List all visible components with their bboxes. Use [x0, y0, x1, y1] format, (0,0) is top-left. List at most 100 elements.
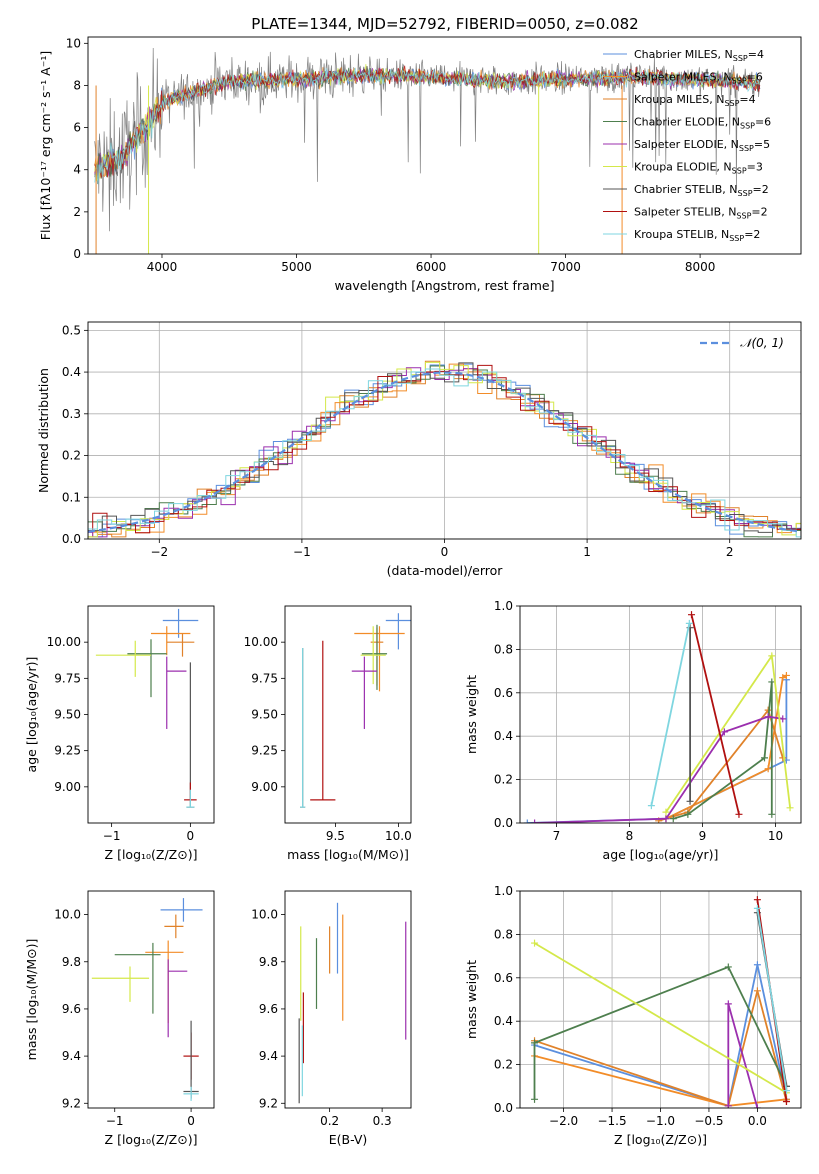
series-marker [686, 797, 694, 805]
y-tick-label: 9.2 [259, 1096, 278, 1110]
y-tick-label: 0.5 [62, 323, 81, 337]
chart-mass_vs_Z: −1 0 9.2 9.4 9.6 9.8 10.0 Z [log₁₀(Z/Z⊙)] mass [… [24, 890, 215, 1147]
x-axis-label: age [log₁₀(age/yr)] [603, 847, 719, 862]
y-tick-label: 9.25 [54, 744, 81, 758]
series-marker [786, 804, 794, 812]
y-tick-label: 0.8 [494, 927, 513, 941]
y-tick-label: 4 [73, 163, 81, 177]
plot-area [94, 47, 761, 254]
series-marker [531, 1095, 539, 1103]
x-tick-label: 0.0 [748, 1114, 767, 1128]
series-line [756, 908, 788, 1091]
x-tick-label: −0.5 [694, 1114, 723, 1128]
y-tick-label: 9.2 [62, 1096, 81, 1110]
y-axis-label: mass [log₁₀(M/M⊙)] [24, 939, 39, 1061]
plot-area [520, 891, 801, 1108]
x-axis-label: Z [log₁₀(Z/Z⊙)] [105, 847, 198, 862]
x-tick-label: 7000 [550, 260, 581, 274]
x-tick-label: −1 [103, 829, 121, 843]
series-marker [531, 1039, 539, 1047]
x-tick-label: −1 [106, 1114, 124, 1128]
series-marker [779, 754, 787, 762]
y-tick-label: 0.2 [494, 773, 513, 787]
series-marker [531, 819, 539, 823]
series-line [650, 623, 691, 806]
y-tick-label: 6 [73, 121, 81, 135]
y-axis-label: Normed distribution [36, 368, 51, 493]
x-tick-label: 8000 [685, 260, 716, 274]
x-axis-label: (data-model)/error [387, 563, 504, 578]
series-marker [753, 896, 761, 904]
y-tick-label: 9.4 [62, 1049, 81, 1063]
series-marker [753, 987, 761, 995]
y-tick-label: 9.6 [62, 1002, 81, 1016]
x-axis-label: wavelength [Angstrom, rest frame] [334, 278, 554, 293]
y-tick-label: 9.25 [251, 744, 278, 758]
x-tick-label: −1.0 [646, 1114, 675, 1128]
x-tick-label: 0.2 [320, 1114, 339, 1128]
series-marker [753, 961, 761, 969]
series-line [527, 679, 788, 823]
series-marker [523, 819, 531, 823]
chart-spectrum: 4000 5000 6000 7000 8000 0 2 4 6 8 10 wavelength [A… [38, 36, 802, 293]
series-marker [647, 802, 655, 810]
series-marker [662, 808, 670, 816]
y-axis-label: Flux [fλ10⁻¹⁷ erg cm⁻² s⁻¹ A⁻¹] [38, 51, 53, 240]
x-axis-label: mass [log₁₀(M/M⊙)] [287, 847, 409, 862]
y-axis-label: mass weight [464, 960, 479, 1039]
y-tick-label: 0.2 [494, 1058, 513, 1072]
series-marker [720, 728, 728, 736]
axes-frame [87, 321, 802, 540]
y-tick-label: 0.0 [494, 816, 513, 830]
series-line [534, 990, 788, 1107]
x-axis-label: E(B-V) [329, 1132, 368, 1147]
series-marker [761, 754, 769, 762]
series-marker [782, 1087, 790, 1095]
y-tick-label: 0.1 [62, 490, 81, 504]
axes-frame [87, 605, 215, 824]
series-marker [724, 963, 732, 971]
axes-frame [284, 605, 412, 824]
series-marker [735, 810, 743, 818]
x-tick-label: 9.5 [326, 829, 345, 843]
figure-title: PLATE=1344, MJD=52792, FIBERID=0050, z=0… [251, 15, 638, 33]
series-line [533, 965, 788, 1100]
x-tick-label: −2 [150, 545, 168, 559]
y-tick-label: 0 [73, 247, 81, 261]
series-marker [782, 671, 790, 679]
series-marker [724, 1000, 732, 1008]
y-tick-label: 8 [73, 78, 81, 92]
y-tick-label: 9.6 [259, 1002, 278, 1016]
y-tick-label: 10 [66, 36, 81, 50]
x-tick-label: −1 [293, 545, 311, 559]
legend-entry: Chabrier ELODIE, NSSP=6 [634, 116, 771, 131]
series-marker [531, 939, 539, 947]
y-tick-label: 9.75 [54, 671, 81, 685]
series-marker [768, 652, 776, 660]
y-tick-label: 10.00 [47, 635, 81, 649]
x-axis-label: Z [log₁₀(Z/Z⊙)] [105, 1132, 198, 1147]
y-tick-label: 0.0 [494, 1101, 513, 1115]
chart-weight_vs_age: 7 8 9 10 0.0 0.2 0.4 0.6 0.8 1.0 age [log₁₀(age/yr… [464, 599, 802, 862]
series-marker [768, 810, 776, 818]
x-tick-label: 4000 [147, 260, 178, 274]
x-axis-label: Z [log₁₀(Z/Z⊙)] [614, 1132, 707, 1147]
series-marker [782, 1097, 790, 1105]
x-tick-label: 6000 [416, 260, 447, 274]
y-tick-label: 9.75 [251, 671, 278, 685]
series-line [690, 614, 740, 815]
model-spectrum-line [94, 67, 761, 177]
model-spectrum-line [94, 67, 761, 185]
y-tick-label: 2 [73, 205, 81, 219]
series-marker [662, 815, 670, 823]
series-line [658, 708, 784, 822]
legend-entry: Chabrier STELIB, NSSP=2 [634, 183, 769, 198]
series-marker [753, 1104, 761, 1108]
axes-frame [284, 890, 412, 1109]
y-tick-label: 9.8 [259, 955, 278, 969]
x-tick-label: 9 [699, 829, 707, 843]
y-tick-label: 0.3 [62, 407, 81, 421]
y-tick-label: 0.6 [494, 971, 513, 985]
x-tick-label: 7 [553, 829, 561, 843]
legend-entry: 𝒩(0, 1) [740, 336, 784, 350]
